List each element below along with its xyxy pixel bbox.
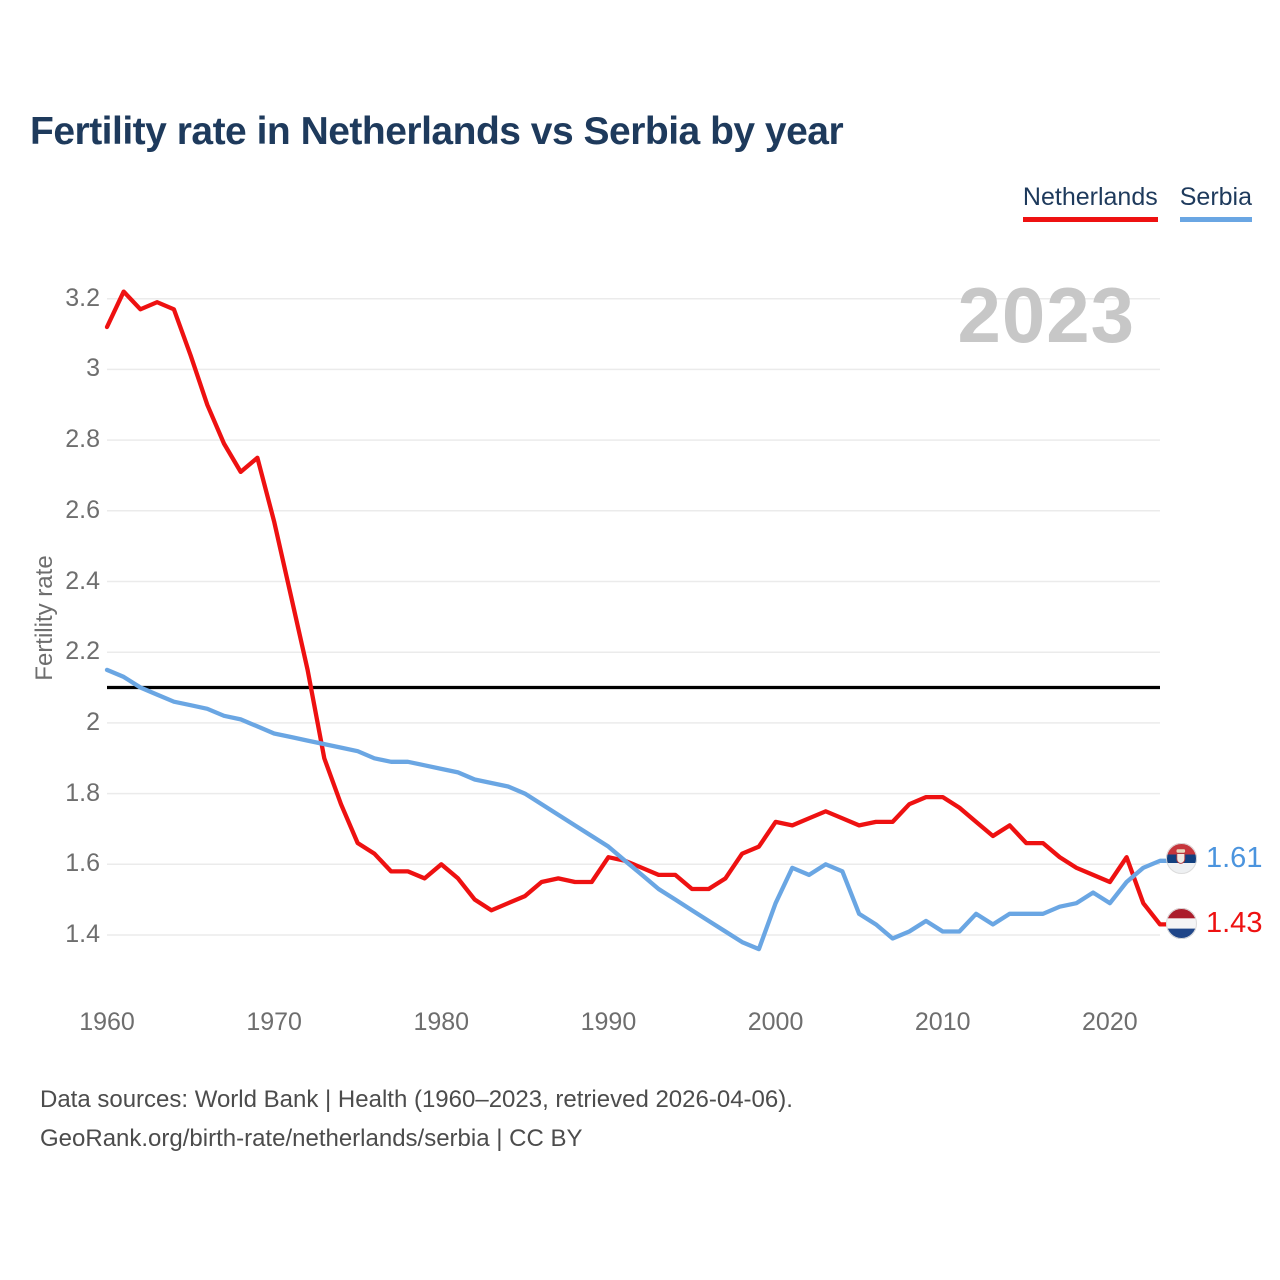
y-tick-label: 1.6	[65, 849, 100, 878]
serbia-end-value: 1.61	[1206, 842, 1263, 874]
legend-item-netherlands[interactable]: Netherlands	[1022, 183, 1158, 222]
page-title: Fertility rate in Netherlands vs Serbia …	[30, 110, 844, 153]
y-tick-label: 2.8	[65, 425, 100, 454]
x-tick-label: 2020	[1082, 1008, 1138, 1036]
netherlands-end-value: 1.43	[1206, 907, 1263, 939]
x-tick-label: 1960	[79, 1008, 135, 1036]
footer-line-1: Data sources: World Bank | Health (1960–…	[40, 1086, 793, 1113]
y-tick-label: 3	[86, 354, 100, 383]
x-tick-label: 2000	[747, 1008, 804, 1036]
legend-item-serbia[interactable]: Serbia	[1179, 183, 1252, 222]
x-tick-label: 2010	[914, 1008, 971, 1036]
y-tick-label: 1.4	[65, 920, 100, 948]
serbia-line	[104, 667, 1171, 952]
serbia-end-label: 1.61	[1166, 842, 1262, 875]
x-tick-label: 1970	[246, 1008, 302, 1036]
netherlands-flag-icon	[1166, 908, 1197, 939]
y-tick-label: 2.2	[65, 637, 100, 666]
serbia-flag-icon	[1166, 843, 1197, 874]
netherlands-line	[104, 289, 1171, 927]
x-tick-label: 1990	[580, 1008, 637, 1036]
netherlands-end-label: 1.43	[1166, 907, 1262, 940]
x-tick-label: 1980	[413, 1008, 470, 1036]
y-tick-label: 2.6	[65, 495, 100, 524]
y-tick-label: 2	[86, 707, 100, 736]
footer: Data sources: World Bank | Health (1960–…	[40, 1080, 793, 1158]
watermark-year: 2023	[957, 271, 1135, 359]
footer-line-2: GeoRank.org/birth-rate/netherlands/serbi…	[40, 1125, 583, 1152]
y-tick-label: 1.8	[65, 778, 100, 807]
legend: Netherlands Serbia	[1022, 183, 1252, 222]
y-tick-label: 2.4	[65, 566, 100, 595]
y-tick-label: 3.2	[65, 283, 100, 312]
